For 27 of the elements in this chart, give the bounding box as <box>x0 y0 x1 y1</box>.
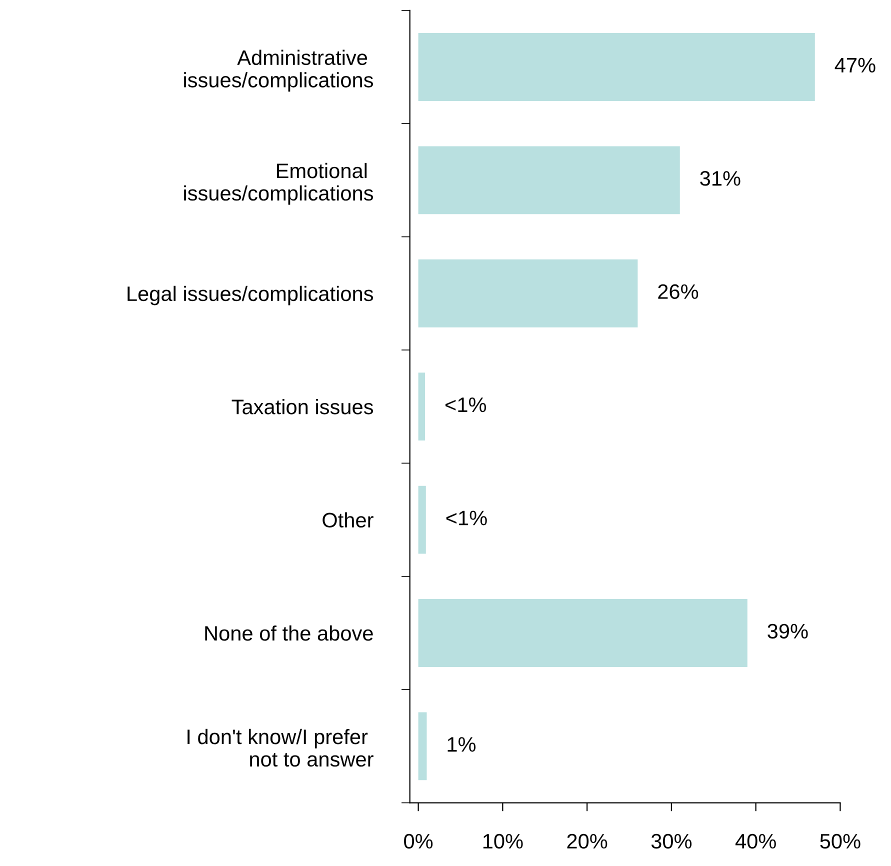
x-tick-label: 20% <box>567 834 608 849</box>
data-label: 39% <box>768 624 808 639</box>
x-tick-label: 0% <box>404 834 433 849</box>
data-label: 1% <box>448 737 476 752</box>
data-label: 26% <box>658 284 698 299</box>
x-tick-label: 30% <box>651 834 692 849</box>
y-tick-label: Other <box>322 512 374 528</box>
bar <box>418 712 427 780</box>
data-label: 31% <box>700 171 740 186</box>
bar <box>418 33 815 101</box>
bar <box>418 259 638 328</box>
y-tick-label: Administrative issues/complications <box>184 50 374 92</box>
x-tick-label: 50% <box>820 834 860 849</box>
bar <box>418 486 426 554</box>
y-tick-label: Taxation issues <box>232 399 374 414</box>
bar <box>418 372 426 441</box>
y-tick-label: Legal issues/complications <box>128 286 374 306</box>
y-tick-label: Emotional issues/complications <box>184 162 374 205</box>
x-tick-label: 40% <box>735 834 776 849</box>
y-tick-label: None of the above <box>205 625 373 641</box>
data-label: 47% <box>834 58 876 72</box>
x-tick-label: 10% <box>483 834 523 849</box>
data-label: <1% <box>446 510 487 526</box>
data-label: <1% <box>446 398 486 412</box>
bar <box>418 146 680 214</box>
y-tick-label: I don't know/I prefer not to answer <box>188 728 374 767</box>
bar <box>418 599 748 667</box>
